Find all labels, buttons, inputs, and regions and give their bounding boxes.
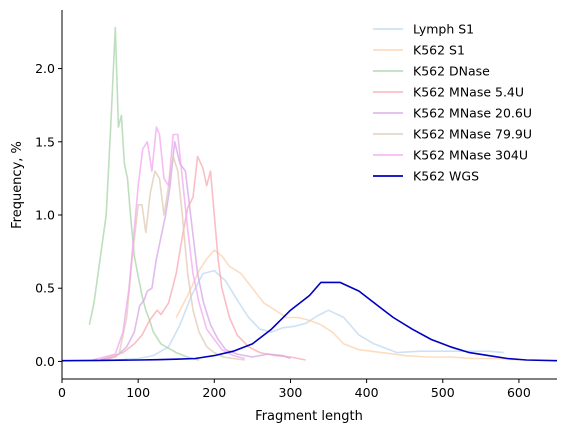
y-axis-label: Frequency, %	[10, 141, 25, 229]
legend-label: K562 MNase 304U	[413, 148, 528, 163]
series-line-k562-s1	[175, 249, 519, 361]
series-line-k562-dnase	[88, 26, 200, 361]
x-tick-label: 100	[126, 385, 150, 400]
x-tick-label: 300	[279, 385, 303, 400]
plot-area	[61, 26, 558, 362]
y-tick-label: 1.5	[35, 134, 55, 149]
legend-label: K562 DNase	[413, 64, 490, 79]
legend-label: K562 MNase 79.9U	[413, 127, 532, 142]
series-line-lymph-s1	[115, 269, 504, 361]
legend-label: Lymph S1	[413, 22, 474, 37]
y-tick-label: 1.0	[35, 208, 55, 223]
legend: Lymph S1 K562 S1 K562 DNase K562 MNase 5.4U…	[373, 22, 532, 184]
x-tick-label: 600	[507, 385, 531, 400]
series-line-k562-mnase-5-4u	[99, 155, 306, 361]
x-axis-label: Fragment length	[255, 409, 363, 424]
series-line-k562-mnase-304u	[92, 126, 245, 361]
legend-label: K562 S1	[413, 43, 465, 58]
legend-label: K562 MNase 20.6U	[413, 106, 532, 121]
y-tick-label: 2.0	[35, 61, 55, 76]
legend-label: K562 MNase 5.4U	[413, 85, 524, 100]
x-tick-label: 400	[355, 385, 379, 400]
x-tick-label: 0	[58, 385, 66, 400]
x-tick-label: 200	[202, 385, 226, 400]
series-line-k562-mnase-20-6u	[99, 141, 291, 361]
y-axis: 0.0 0.5 1.0 1.5 2.0	[35, 10, 63, 379]
y-tick-label: 0.0	[35, 354, 55, 369]
x-axis: 0 100 200 300 400 500 600	[58, 378, 557, 400]
x-tick-label: 500	[431, 385, 455, 400]
legend-label: K562 WGS	[413, 169, 479, 184]
y-tick-label: 0.5	[35, 281, 55, 296]
series-line-k562-wgs	[61, 281, 558, 362]
